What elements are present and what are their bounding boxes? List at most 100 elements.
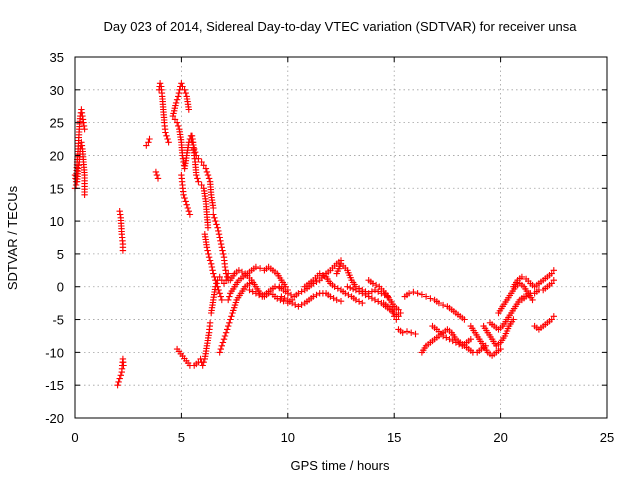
data-point bbox=[215, 227, 222, 235]
y-tick-label: -15 bbox=[45, 378, 64, 393]
data-point bbox=[114, 382, 121, 389]
data-point bbox=[224, 273, 231, 281]
data-point bbox=[145, 139, 152, 146]
data-point bbox=[205, 250, 212, 258]
data-point bbox=[518, 273, 526, 281]
data-point bbox=[154, 175, 162, 182]
data-point bbox=[199, 362, 206, 369]
data-point bbox=[203, 244, 211, 251]
data-point bbox=[200, 359, 207, 366]
data-point bbox=[183, 201, 190, 208]
data-point bbox=[212, 283, 219, 290]
data-point bbox=[359, 299, 366, 307]
data-point bbox=[213, 221, 220, 228]
data-point bbox=[186, 211, 194, 218]
y-tick-label: 15 bbox=[50, 181, 64, 196]
data-point bbox=[181, 194, 188, 202]
data-points bbox=[71, 80, 557, 389]
data-point bbox=[217, 237, 224, 244]
data-point bbox=[218, 244, 225, 251]
grid-layer bbox=[75, 57, 607, 418]
data-point bbox=[216, 349, 223, 356]
data-point bbox=[224, 326, 231, 333]
data-point bbox=[228, 313, 235, 320]
data-point bbox=[164, 135, 171, 143]
data-point bbox=[226, 319, 233, 326]
data-point bbox=[175, 93, 182, 100]
data-point bbox=[194, 175, 201, 182]
data-point bbox=[198, 158, 205, 166]
data-point bbox=[222, 329, 230, 336]
y-tick-label: 10 bbox=[50, 214, 64, 229]
data-point bbox=[397, 309, 404, 317]
data-point bbox=[119, 247, 127, 254]
data-point bbox=[214, 224, 221, 231]
data-point bbox=[467, 336, 474, 343]
data-point bbox=[203, 168, 211, 176]
data-point bbox=[221, 263, 229, 271]
data-point bbox=[212, 217, 219, 225]
data-point bbox=[209, 267, 216, 274]
data-point bbox=[173, 96, 181, 103]
data-point bbox=[550, 313, 557, 320]
data-point bbox=[81, 126, 88, 133]
data-point bbox=[208, 263, 216, 271]
data-point bbox=[217, 240, 225, 248]
data-point bbox=[213, 280, 220, 287]
data-point bbox=[355, 298, 363, 305]
data-point bbox=[337, 298, 345, 305]
data-point bbox=[427, 295, 434, 302]
data-point bbox=[410, 288, 417, 296]
chart-title: Day 023 of 2014, Sidereal Day-to-day VTE… bbox=[103, 19, 577, 34]
data-point bbox=[72, 181, 80, 189]
data-point bbox=[395, 306, 402, 313]
data-point bbox=[216, 234, 223, 241]
data-point bbox=[384, 293, 391, 300]
data-point bbox=[218, 342, 225, 349]
data-point bbox=[117, 211, 124, 218]
data-point bbox=[216, 273, 223, 281]
data-point bbox=[191, 145, 198, 153]
data-point bbox=[215, 231, 223, 238]
x-axis-label: GPS time / hours bbox=[291, 458, 390, 473]
data-point bbox=[352, 286, 360, 294]
data-point bbox=[205, 254, 213, 261]
data-point bbox=[116, 375, 123, 382]
data-point bbox=[225, 296, 232, 304]
data-point bbox=[422, 293, 430, 300]
data-point bbox=[274, 295, 281, 302]
data-point bbox=[180, 191, 187, 198]
data-point bbox=[210, 204, 217, 212]
data-point bbox=[461, 316, 468, 323]
data-point bbox=[550, 277, 557, 284]
data-point bbox=[217, 293, 224, 300]
data-point bbox=[182, 89, 189, 97]
data-point bbox=[389, 309, 397, 317]
data-point bbox=[206, 319, 214, 326]
data-point bbox=[185, 208, 192, 215]
data-point bbox=[163, 132, 170, 139]
data-point bbox=[79, 112, 86, 120]
data-point bbox=[216, 290, 223, 297]
data-point bbox=[205, 175, 213, 182]
data-point bbox=[408, 329, 415, 336]
y-tick-label: 35 bbox=[50, 50, 64, 65]
data-point bbox=[256, 265, 264, 272]
data-point bbox=[280, 298, 287, 305]
data-point bbox=[184, 204, 191, 212]
data-point bbox=[175, 122, 182, 130]
y-tick-label: 25 bbox=[50, 116, 64, 131]
data-point bbox=[215, 286, 222, 294]
y-tick-label: -20 bbox=[45, 411, 64, 426]
data-point bbox=[227, 316, 234, 323]
data-point bbox=[225, 270, 232, 277]
data-point bbox=[198, 181, 205, 189]
data-point bbox=[333, 296, 340, 304]
y-tick-label: -10 bbox=[45, 345, 64, 360]
data-point bbox=[182, 198, 189, 205]
data-point bbox=[435, 299, 443, 307]
data-point bbox=[550, 267, 557, 274]
data-point bbox=[153, 171, 161, 179]
data-point bbox=[172, 99, 180, 107]
data-point bbox=[375, 298, 382, 305]
